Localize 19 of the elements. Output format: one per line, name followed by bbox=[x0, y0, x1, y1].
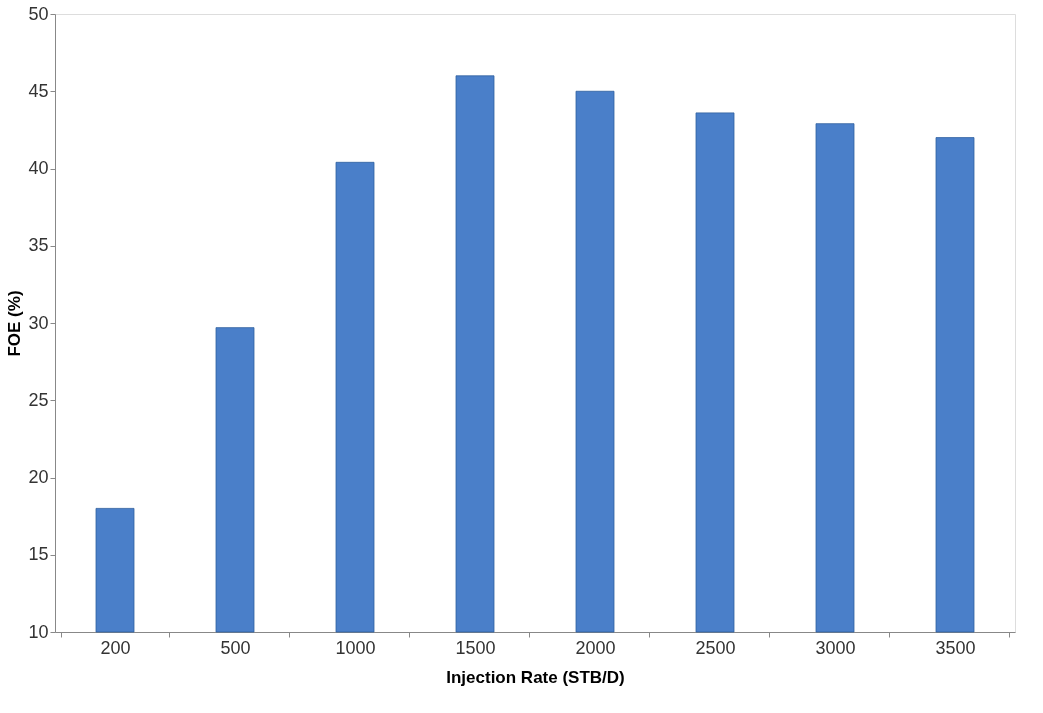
x-tick-label: 2000 bbox=[575, 637, 616, 658]
x-tick-label: 3000 bbox=[815, 637, 856, 658]
y-tick-label: 20 bbox=[28, 467, 49, 487]
y-tick-label: 10 bbox=[28, 621, 49, 642]
x-tick-label: 1000 bbox=[335, 637, 376, 658]
y-tick-label: 30 bbox=[28, 312, 49, 333]
x-tick-label: 1500 bbox=[455, 637, 496, 658]
x-tick-label: 3500 bbox=[935, 637, 976, 658]
y-tick-label: 50 bbox=[28, 3, 49, 24]
x-tick-label: 500 bbox=[220, 637, 251, 658]
y-tick-label: 40 bbox=[28, 158, 49, 178]
y-tick-label: 45 bbox=[28, 80, 49, 101]
x-tick-label: 2500 bbox=[695, 637, 736, 658]
y-tick-label: 15 bbox=[28, 544, 49, 565]
x-tick-label: 200 bbox=[100, 637, 131, 658]
x-axis-title: Injection Rate (STB/D) bbox=[446, 667, 625, 687]
y-tick-label: 35 bbox=[28, 235, 49, 256]
y-axis-title: FOE (%) bbox=[5, 290, 25, 357]
y-tick-label: 25 bbox=[28, 389, 49, 410]
